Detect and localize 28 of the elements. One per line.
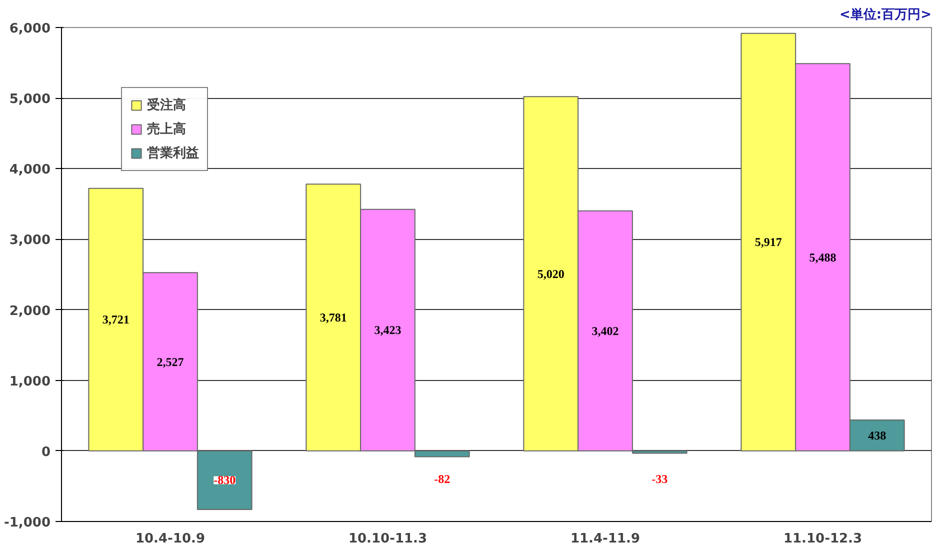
legend-label: 営業利益 [147, 145, 199, 162]
data-label: 5,020 [537, 266, 564, 281]
data-label: 5,488 [809, 250, 836, 264]
data-label: 3,402 [592, 324, 619, 338]
data-label: 3,781 [320, 310, 347, 325]
y-tick-label: 4,000 [9, 162, 51, 178]
y-tick-label: 5,000 [9, 92, 51, 108]
data-label: 438 [868, 428, 886, 442]
x-tick-label: 10.10-11.3 [348, 532, 428, 546]
data-label: 3,721 [102, 312, 130, 327]
data-label: 2,527 [156, 354, 184, 369]
y-tick-label: -1,000 [4, 516, 50, 530]
data-label: 3,423 [374, 323, 402, 338]
text: <単位:百万円> [840, 8, 932, 22]
data-label: -830 [214, 473, 236, 488]
y-tick-label: 0 [41, 444, 50, 460]
data-label: -82 [434, 472, 450, 486]
legend-label: 受注高 [147, 96, 186, 114]
y-tick-label: 2,000 [9, 304, 51, 319]
legend-label: 売上高 [147, 120, 186, 138]
data-label: -33 [652, 472, 668, 486]
y-tick-label: 6,000 [9, 22, 51, 36]
x-tick-label: 11.4-11.9 [570, 532, 640, 546]
y-tick-label: 3,000 [9, 233, 51, 248]
x-tick-label: 10.4-10.9 [135, 532, 206, 546]
y-tick-label: 1,000 [9, 374, 51, 390]
x-tick-label: 11.10-12.3 [783, 532, 862, 546]
data-label: 5,917 [754, 235, 782, 250]
